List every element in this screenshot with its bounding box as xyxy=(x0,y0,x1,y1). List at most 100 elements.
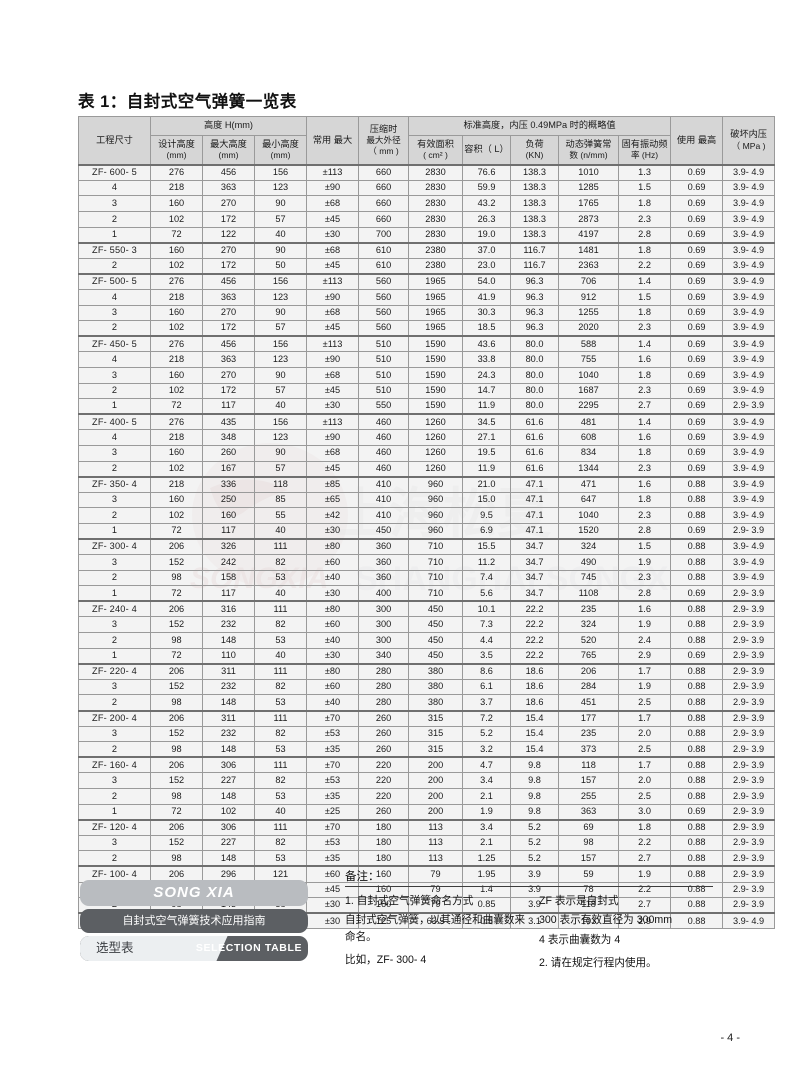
cell-design: 72 xyxy=(150,226,203,244)
th-compressed-od: 压缩时 最大外径 （ mm ) xyxy=(358,115,410,166)
cell-max: 348 xyxy=(202,429,255,446)
cell-min: 156 xyxy=(253,272,308,290)
cell-model: ZF- 220- 4 xyxy=(78,662,151,680)
cell-min: 82 xyxy=(253,554,308,571)
cell-use: 0.88 xyxy=(670,865,724,883)
cell-min: 53 xyxy=(253,741,308,758)
cell-area: 1590 xyxy=(408,366,464,384)
cell-model: 3 xyxy=(78,195,151,213)
cell-model: 3 xyxy=(78,444,151,462)
cell-common: ±80 xyxy=(306,600,360,618)
cell-min: 90 xyxy=(253,241,308,259)
cell-load: 80.0 xyxy=(510,351,560,368)
cell-common: ±30 xyxy=(306,522,360,540)
cell-min: 57 xyxy=(253,460,308,478)
table-row: 3 160 250 85 ±65 410 960 15.0 47.1 647 1.8 0.88 3.9-… xyxy=(78,491,776,509)
cell-common: ±35 xyxy=(306,787,360,805)
cell-k: 98 xyxy=(558,834,620,852)
cell-od: 460 xyxy=(358,460,410,478)
cell-k: 912 xyxy=(558,288,620,306)
cell-use: 0.69 xyxy=(670,179,724,197)
cell-common: ±70 xyxy=(306,818,360,836)
cell-load: 15.4 xyxy=(510,725,560,743)
cell-vol: 19.5 xyxy=(462,444,512,462)
cell-max: 148 xyxy=(202,850,255,867)
cell-common: ±25 xyxy=(306,803,360,821)
cell-use: 0.88 xyxy=(670,569,724,587)
brand-block: SONG XIA 自封式空气弹簧技术应用指南 选型表 SELECTION TAB… xyxy=(80,880,308,964)
cell-od: 260 xyxy=(358,741,410,758)
cell-design: 72 xyxy=(150,647,203,665)
cell-k: 2363 xyxy=(558,257,620,275)
cell-freq: 1.4 xyxy=(618,413,672,431)
cell-design: 98 xyxy=(150,632,203,649)
cell-model: 2 xyxy=(78,569,151,587)
cell-design: 102 xyxy=(150,211,203,228)
cell-freq: 1.6 xyxy=(618,600,672,618)
th-stiffness-l2: 数 (n/mm) xyxy=(569,150,608,160)
cell-k: 765 xyxy=(558,647,620,665)
cell-burst: 2.9- 3.9 xyxy=(722,725,776,743)
cell-common: ±30 xyxy=(306,585,360,602)
cell-min: 82 xyxy=(253,772,308,789)
cell-vol: 59.9 xyxy=(462,179,512,197)
cell-min: 123 xyxy=(253,288,308,306)
cell-freq: 1.8 xyxy=(618,818,672,836)
cell-min: 53 xyxy=(253,694,308,712)
cell-min: 90 xyxy=(253,366,308,384)
cell-area: 200 xyxy=(408,787,464,805)
cell-use: 0.69 xyxy=(670,413,724,431)
cell-vol: 6.1 xyxy=(462,678,512,696)
note-right-0: ZF 表示是自封式 xyxy=(539,895,619,907)
cell-common: ±113 xyxy=(306,163,360,181)
cell-model: 2 xyxy=(78,741,151,758)
cell-od: 510 xyxy=(358,366,410,384)
cell-max: 363 xyxy=(202,179,255,197)
cell-freq: 2.4 xyxy=(618,632,672,649)
cell-design: 160 xyxy=(150,241,203,259)
cell-vol: 5.2 xyxy=(462,725,512,743)
cell-load: 9.8 xyxy=(510,803,560,821)
cell-model: 3 xyxy=(78,772,151,789)
cell-model: ZF- 160- 4 xyxy=(78,756,151,774)
cell-design: 206 xyxy=(150,538,203,556)
cell-burst: 2.9- 3.9 xyxy=(722,398,776,415)
cell-use: 0.69 xyxy=(670,647,724,665)
cell-vol: 15.0 xyxy=(462,491,512,509)
cell-load: 15.4 xyxy=(510,741,560,758)
cell-vol: 3.4 xyxy=(462,772,512,789)
cell-burst: 2.9- 3.9 xyxy=(722,694,776,712)
cell-burst: 2.9- 3.9 xyxy=(722,616,776,634)
th-load: 负荷 (KN) xyxy=(510,134,560,166)
cell-burst: 3.9- 4.9 xyxy=(722,569,776,587)
cell-freq: 1.5 xyxy=(618,538,672,556)
table-row: 2 102 172 57 ±45 560 1965 18.5 96.3 2020 2.3 0.69 3.… xyxy=(78,320,776,337)
cell-max: 227 xyxy=(202,834,255,852)
cell-design: 206 xyxy=(150,600,203,618)
cell-use: 0.69 xyxy=(670,241,724,259)
cell-load: 34.7 xyxy=(510,569,560,587)
cell-k: 647 xyxy=(558,491,620,509)
cell-k: 363 xyxy=(558,803,620,821)
cell-k: 255 xyxy=(558,787,620,805)
cell-model: 4 xyxy=(78,429,151,446)
th-stiffness: 动态弹簧常 数 (n/mm) xyxy=(558,134,620,166)
cell-k: 1765 xyxy=(558,195,620,213)
table-row: 3 152 232 82 ±53 260 315 5.2 15.4 235 2.0 0.88 2.9- … xyxy=(78,725,776,743)
cell-freq: 1.5 xyxy=(618,179,672,197)
cell-vol: 1.4 xyxy=(462,881,512,899)
cell-min: 156 xyxy=(253,163,308,181)
cell-min: 82 xyxy=(253,834,308,852)
cell-load: 18.6 xyxy=(510,694,560,712)
table-row: 4 218 348 123 ±90 460 1260 27.1 61.6 608 1.6 0.69 3.… xyxy=(78,429,776,446)
cell-burst: 2.9- 3.9 xyxy=(722,522,776,540)
table-row: 3 152 242 82 ±60 360 710 11.2 34.7 490 1.9 0.88 3.9-… xyxy=(78,554,776,571)
cell-k: 471 xyxy=(558,475,620,493)
cell-design: 152 xyxy=(150,834,203,852)
cell-max: 227 xyxy=(202,772,255,789)
table-row: 4 218 363 123 ±90 510 1590 33.8 80.0 755 1.6 0.69 3.… xyxy=(78,351,776,368)
cell-max: 311 xyxy=(202,662,255,680)
cell-vol: 18.5 xyxy=(462,320,512,337)
th-area-label: 有效面积 xyxy=(417,138,454,149)
